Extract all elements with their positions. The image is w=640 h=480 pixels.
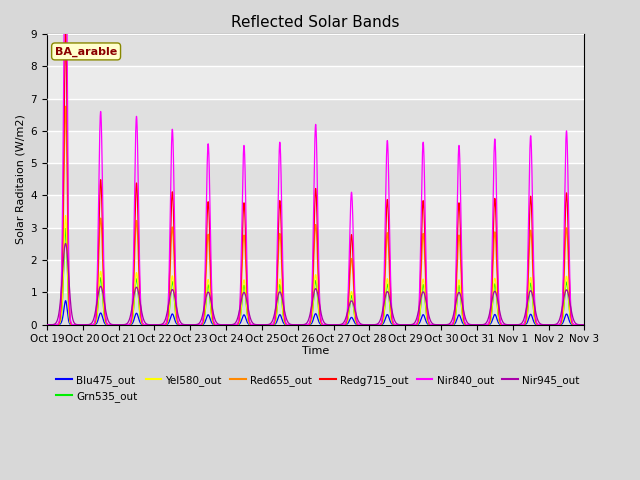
Nir945_out [382, 290, 390, 296]
Nir840_out [72, 322, 79, 327]
Nir840_out [382, 165, 390, 170]
Red655_out [43, 322, 51, 327]
Yel580_out [251, 322, 259, 327]
Blu475_out [43, 322, 51, 327]
Blu475_out [382, 313, 390, 319]
Bar [47, 228, 584, 260]
Redg715_out [468, 322, 476, 327]
Line: Blu475_out: Blu475_out [47, 300, 620, 324]
X-axis label: Time: Time [302, 346, 330, 356]
Bar [47, 34, 584, 66]
Grn535_out [43, 322, 51, 327]
Redg715_out [616, 322, 624, 327]
Text: BA_arable: BA_arable [55, 46, 117, 57]
Nir840_out [251, 322, 259, 327]
Bar [47, 131, 584, 163]
Yel580_out [72, 322, 79, 327]
Bar [47, 66, 584, 98]
Red655_out [382, 243, 390, 249]
Grn535_out [468, 322, 476, 327]
Redg715_out [408, 322, 415, 327]
Grn535_out [616, 322, 624, 327]
Redg715_out [382, 215, 390, 220]
Bar [47, 260, 584, 292]
Bar [47, 292, 584, 324]
Red655_out [499, 322, 506, 327]
Bar [47, 163, 584, 195]
Bar [47, 98, 584, 131]
Line: Grn535_out: Grn535_out [47, 228, 620, 324]
Red655_out [72, 322, 79, 327]
Line: Yel580_out: Yel580_out [47, 216, 620, 324]
Line: Red655_out: Red655_out [47, 106, 620, 324]
Nir945_out [468, 322, 476, 327]
Blu475_out [499, 322, 506, 327]
Redg715_out [72, 322, 79, 327]
Yel580_out [382, 282, 390, 288]
Nir840_out [616, 322, 624, 327]
Yel580_out [616, 322, 624, 327]
Red655_out [62, 103, 70, 109]
Red655_out [468, 322, 476, 327]
Red655_out [616, 322, 624, 327]
Redg715_out [499, 322, 506, 327]
Nir840_out [499, 322, 506, 327]
Yel580_out [62, 213, 70, 218]
Nir945_out [499, 319, 506, 324]
Grn535_out [382, 287, 390, 293]
Nir945_out [43, 322, 51, 327]
Line: Nir840_out: Nir840_out [47, 0, 620, 324]
Yel580_out [499, 322, 506, 327]
Blu475_out [468, 322, 476, 327]
Y-axis label: Solar Raditaion (W/m2): Solar Raditaion (W/m2) [15, 114, 25, 244]
Nir945_out [251, 322, 259, 327]
Blu475_out [251, 322, 259, 327]
Line: Nir945_out: Nir945_out [47, 243, 620, 324]
Blu475_out [616, 322, 624, 327]
Line: Redg715_out: Redg715_out [47, 28, 620, 324]
Yel580_out [468, 322, 476, 327]
Nir945_out [616, 322, 624, 327]
Nir945_out [61, 240, 69, 246]
Red655_out [251, 322, 259, 327]
Grn535_out [408, 322, 415, 327]
Title: Reflected Solar Bands: Reflected Solar Bands [232, 15, 400, 30]
Bar [47, 195, 584, 228]
Yel580_out [408, 322, 415, 327]
Red655_out [408, 322, 415, 327]
Redg715_out [62, 25, 70, 31]
Nir945_out [408, 322, 415, 327]
Grn535_out [62, 226, 70, 231]
Blu475_out [72, 322, 79, 327]
Nir840_out [408, 322, 415, 327]
Redg715_out [251, 322, 259, 327]
Nir840_out [468, 322, 476, 327]
Redg715_out [43, 322, 51, 327]
Blu475_out [62, 298, 70, 303]
Blu475_out [408, 322, 415, 327]
Grn535_out [251, 322, 259, 327]
Nir945_out [72, 322, 79, 327]
Grn535_out [72, 322, 79, 327]
Nir840_out [43, 322, 51, 327]
Legend: Blu475_out, Grn535_out, Yel580_out, Red655_out, Redg715_out, Nir840_out, Nir945_: Blu475_out, Grn535_out, Yel580_out, Red6… [52, 371, 584, 406]
Grn535_out [499, 322, 506, 327]
Yel580_out [43, 322, 51, 327]
